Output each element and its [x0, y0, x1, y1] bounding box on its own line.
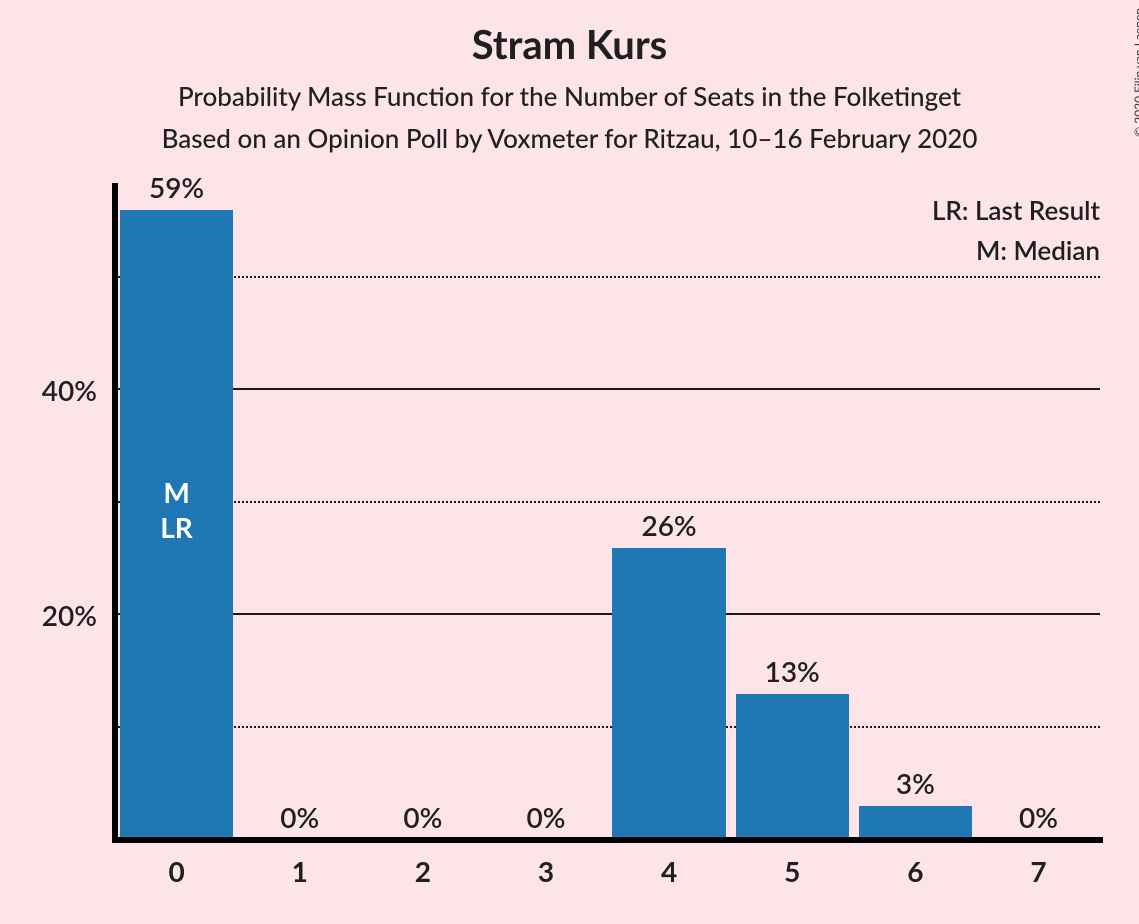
chart-subtitle-1: Probability Mass Function for the Number… — [0, 80, 1139, 112]
bar-value-label: 26% — [612, 508, 725, 548]
x-tick-label: 4 — [661, 840, 677, 888]
bar: 13% — [736, 694, 849, 840]
y-axis — [112, 183, 118, 843]
x-tick-label: 2 — [415, 840, 431, 888]
grid-minor — [115, 726, 1100, 728]
bar: 3% — [859, 806, 972, 840]
bar-marker-label: MLR — [120, 475, 233, 545]
bar: 59%MLR — [120, 210, 233, 840]
grid-major — [115, 388, 1100, 390]
grid-major — [115, 613, 1100, 615]
x-tick-label: 0 — [168, 840, 184, 888]
grid-minor — [115, 276, 1100, 278]
bar-value-label: 59% — [120, 170, 233, 210]
x-tick-label: 5 — [784, 840, 800, 888]
x-tick-label: 1 — [292, 840, 308, 888]
bar-value-label: 13% — [736, 654, 849, 694]
bar-value-label: 0% — [982, 800, 1095, 840]
chart-title: Stram Kurs — [0, 20, 1139, 68]
plot-area: 20%40%59%MLR00%10%20%326%413%53%60%7 — [115, 210, 1100, 840]
bar-value-label: 0% — [243, 800, 356, 840]
bar-value-label: 3% — [859, 766, 972, 806]
x-tick-label: 7 — [1030, 840, 1046, 888]
copyright-text: © 2020 Filip van Laenen — [1131, 8, 1139, 137]
bar: 26% — [612, 548, 725, 841]
x-axis — [112, 837, 1103, 843]
x-tick-label: 6 — [907, 840, 923, 888]
grid-minor — [115, 501, 1100, 503]
legend-lr: LR: Last Result — [932, 190, 1100, 230]
x-tick-label: 3 — [538, 840, 554, 888]
legend-m: M: Median — [932, 230, 1100, 270]
legend: LR: Last Result M: Median — [932, 190, 1100, 271]
chart-subtitle-2: Based on an Opinion Poll by Voxmeter for… — [0, 122, 1139, 154]
y-tick-label: 40% — [42, 373, 115, 407]
bar-value-label: 0% — [489, 800, 602, 840]
bar-value-label: 0% — [366, 800, 479, 840]
y-tick-label: 20% — [42, 598, 115, 632]
chart-canvas: Stram Kurs Probability Mass Function for… — [0, 0, 1139, 924]
